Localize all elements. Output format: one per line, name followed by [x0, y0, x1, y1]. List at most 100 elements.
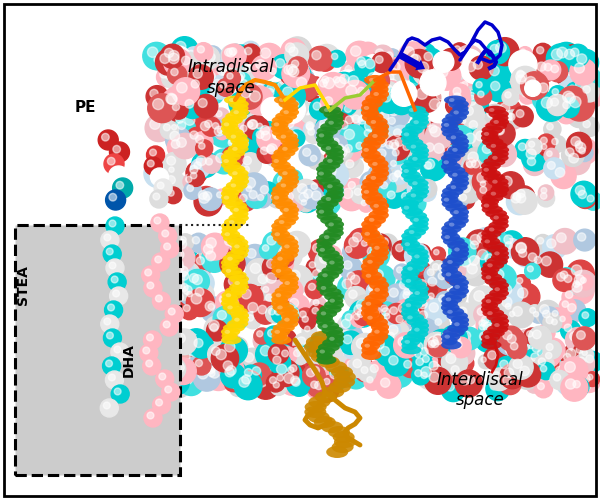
Circle shape [232, 45, 251, 64]
Circle shape [367, 76, 386, 95]
Circle shape [416, 362, 444, 390]
Circle shape [451, 341, 475, 365]
Circle shape [176, 334, 185, 343]
Circle shape [421, 366, 431, 377]
Circle shape [390, 378, 395, 384]
Ellipse shape [481, 198, 499, 206]
Circle shape [196, 136, 203, 143]
Circle shape [302, 104, 321, 122]
Circle shape [391, 68, 397, 75]
Circle shape [326, 112, 353, 140]
Circle shape [169, 104, 178, 112]
Circle shape [267, 65, 284, 82]
Ellipse shape [373, 206, 389, 216]
Circle shape [238, 370, 262, 395]
Ellipse shape [412, 181, 418, 185]
Circle shape [421, 98, 431, 108]
Circle shape [441, 326, 467, 351]
Circle shape [423, 71, 433, 81]
Circle shape [192, 151, 218, 178]
Circle shape [388, 66, 405, 83]
Circle shape [457, 191, 475, 209]
Ellipse shape [329, 260, 335, 264]
Circle shape [218, 368, 237, 387]
Circle shape [492, 236, 500, 243]
Circle shape [182, 329, 210, 356]
Ellipse shape [481, 273, 502, 281]
Circle shape [483, 268, 500, 284]
Ellipse shape [404, 228, 426, 236]
Circle shape [491, 122, 515, 146]
Circle shape [502, 342, 523, 363]
Circle shape [239, 376, 250, 387]
Circle shape [319, 123, 329, 134]
Circle shape [242, 62, 260, 80]
Circle shape [165, 294, 180, 309]
Circle shape [494, 55, 502, 62]
Ellipse shape [234, 244, 239, 248]
Circle shape [401, 192, 409, 200]
Circle shape [526, 377, 542, 393]
Circle shape [210, 122, 235, 147]
Circle shape [563, 100, 569, 106]
Ellipse shape [442, 200, 463, 208]
Ellipse shape [325, 361, 347, 373]
Circle shape [567, 68, 575, 76]
Circle shape [144, 157, 162, 175]
Circle shape [541, 97, 553, 108]
Circle shape [277, 256, 293, 272]
Circle shape [388, 362, 412, 388]
Circle shape [106, 248, 113, 255]
Ellipse shape [277, 320, 298, 328]
Circle shape [400, 140, 419, 159]
Circle shape [438, 368, 443, 373]
Circle shape [386, 352, 396, 362]
Ellipse shape [230, 108, 249, 116]
Ellipse shape [446, 272, 451, 276]
Circle shape [267, 144, 277, 154]
Ellipse shape [365, 94, 387, 104]
Circle shape [199, 192, 209, 203]
Circle shape [332, 142, 359, 170]
Circle shape [169, 374, 178, 384]
Circle shape [180, 104, 200, 124]
Circle shape [550, 54, 571, 74]
Circle shape [448, 331, 470, 353]
Circle shape [430, 139, 455, 165]
Circle shape [181, 56, 190, 65]
Circle shape [405, 50, 434, 78]
Ellipse shape [482, 206, 503, 214]
Circle shape [313, 346, 331, 364]
Circle shape [361, 231, 381, 251]
Ellipse shape [281, 134, 286, 138]
Circle shape [268, 344, 289, 364]
Circle shape [469, 256, 479, 266]
Circle shape [290, 376, 299, 385]
Circle shape [463, 148, 491, 174]
Circle shape [304, 190, 313, 198]
Circle shape [513, 359, 522, 368]
Circle shape [155, 49, 182, 75]
Ellipse shape [275, 287, 296, 296]
Circle shape [310, 346, 334, 370]
Circle shape [256, 122, 280, 146]
Circle shape [116, 182, 124, 189]
Circle shape [290, 306, 305, 322]
Circle shape [187, 288, 214, 316]
Circle shape [165, 292, 172, 298]
Circle shape [351, 185, 370, 204]
Circle shape [172, 124, 177, 130]
Circle shape [206, 52, 215, 62]
Ellipse shape [280, 177, 299, 186]
Ellipse shape [411, 256, 429, 265]
Circle shape [146, 360, 152, 367]
Circle shape [451, 290, 458, 298]
Circle shape [403, 46, 415, 58]
Circle shape [361, 71, 379, 89]
Circle shape [185, 99, 211, 125]
Ellipse shape [487, 245, 508, 254]
Circle shape [244, 86, 274, 115]
Circle shape [277, 96, 305, 124]
Circle shape [270, 128, 290, 148]
Circle shape [114, 388, 121, 395]
